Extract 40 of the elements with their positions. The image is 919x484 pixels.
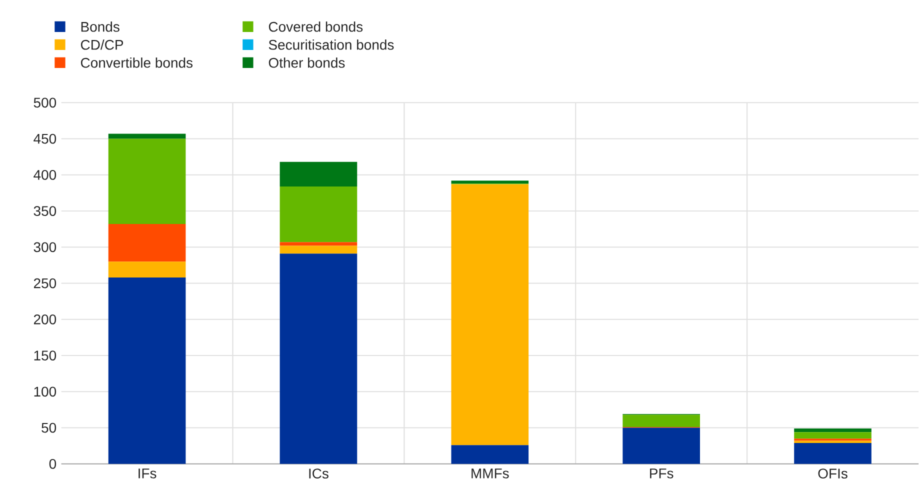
y-tick-label: 500 [34,98,56,108]
y-tick-label: 400 [34,170,56,180]
y-tick-label: 50 [42,422,56,433]
y-tick-label: 350 [34,206,56,216]
bar [622,428,700,464]
y-tick-label: 300 [34,242,56,252]
y-tick-label: 100 [34,386,56,397]
bar [794,442,872,464]
y-tick-label: 0 [49,458,56,469]
bar [451,184,529,446]
legend-label: Securitisation bonds [268,40,394,50]
bar [794,432,872,439]
bar [108,138,186,224]
bar [108,224,186,262]
bar [451,180,529,184]
y-tick-label: 450 [34,134,56,144]
bar [794,428,872,432]
bar [108,134,186,139]
y-tick-label: 150 [34,350,56,361]
y-tick-label: 200 [34,314,56,324]
bar [451,445,529,464]
legend-label: Other bonds [268,58,345,68]
bar [280,162,358,186]
legend-label: Covered bonds [268,22,363,32]
bar [280,254,358,464]
x-tick-label: MMFs [472,468,509,478]
legend-label: CD/CP [80,40,124,50]
x-tick-label: OFIs [818,468,848,479]
legend-label: Bonds [81,22,120,32]
x-tick-label: ICs [309,468,328,479]
y-tick-label: 250 [34,278,56,288]
bar [280,242,358,246]
bar [108,278,186,464]
bar [108,262,186,278]
bar [622,414,700,428]
x-tick-label: IFs [138,468,156,478]
legend-label: Convertible bonds [80,58,193,68]
bar [280,246,358,254]
x-tick-label: PFs [650,468,674,478]
bar [280,186,358,242]
